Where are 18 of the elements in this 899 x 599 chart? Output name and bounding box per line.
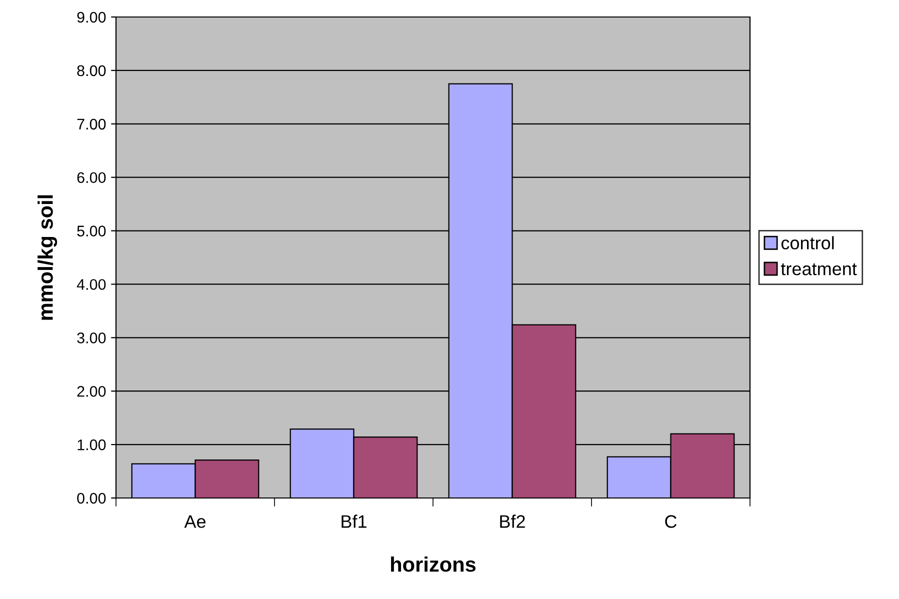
x-axis-title: horizons bbox=[391, 556, 476, 572]
y-tick-label: 4.00 bbox=[76, 279, 106, 290]
y-tick-label: 1.00 bbox=[78, 439, 106, 450]
y-tick-label: 0.00 bbox=[77, 492, 106, 504]
y-tick-label: 9.00 bbox=[77, 12, 106, 23]
x-tick-label: Ae bbox=[184, 515, 206, 528]
y-tick-label: 2.00 bbox=[77, 386, 106, 397]
legend-label: control bbox=[781, 236, 834, 250]
y-axis-title: mmol/kg soil bbox=[38, 195, 58, 320]
legend-label: treatment bbox=[780, 263, 857, 276]
x-tick-label: Bf2 bbox=[500, 514, 525, 528]
y-tick-label: 6.00 bbox=[77, 172, 106, 184]
x-tick-label: C bbox=[665, 515, 677, 528]
y-tick-label: 3.00 bbox=[77, 332, 106, 344]
y-tick-label: 5.00 bbox=[77, 226, 106, 236]
x-tick-label: Bf1 bbox=[342, 514, 366, 528]
y-tick-label: 7.00 bbox=[77, 118, 106, 130]
y-tick-label: 8.00 bbox=[77, 65, 106, 76]
